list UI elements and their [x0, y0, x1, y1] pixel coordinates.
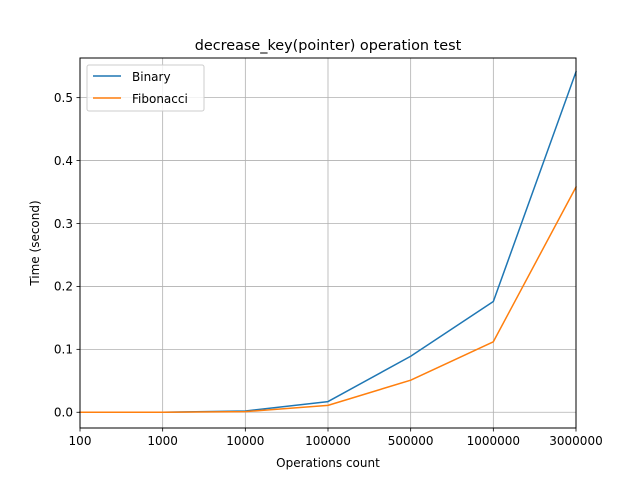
y-tick-label: 0.4 — [54, 154, 73, 168]
x-tick-label: 3000000 — [549, 434, 602, 448]
legend: Binary Fibonacci — [86, 64, 205, 112]
y-tick-label: 0.1 — [54, 343, 73, 357]
y-axis-label: Time (second) — [28, 200, 42, 286]
x-tick-label: 1000 — [147, 434, 178, 448]
y-tick-label: 0.2 — [54, 280, 73, 294]
legend-label-fibonacci: Fibonacci — [132, 92, 188, 106]
series-line-fibonacci — [79, 185, 578, 414]
y-tick-label: 0.0 — [54, 406, 73, 420]
y-tick-label: 0.3 — [54, 217, 73, 231]
axis-ticks: 100 1000 10000 100000 500000 1000000 3000000 0.… — [54, 91, 603, 448]
y-tick-label: 0.5 — [54, 91, 73, 105]
series-lines — [79, 70, 578, 414]
x-tick-label: 1000000 — [467, 434, 520, 448]
chart-title: decrease_key(pointer) operation test — [195, 38, 462, 54]
legend-label-binary: Binary — [132, 70, 171, 84]
x-tick-label: 100 — [69, 434, 92, 448]
x-tick-label: 500000 — [388, 434, 434, 448]
x-tick-label: 100000 — [305, 434, 351, 448]
x-axis-label: Operations count — [276, 456, 380, 470]
grid-lines — [79, 58, 577, 428]
x-tick-label: 10000 — [226, 434, 264, 448]
